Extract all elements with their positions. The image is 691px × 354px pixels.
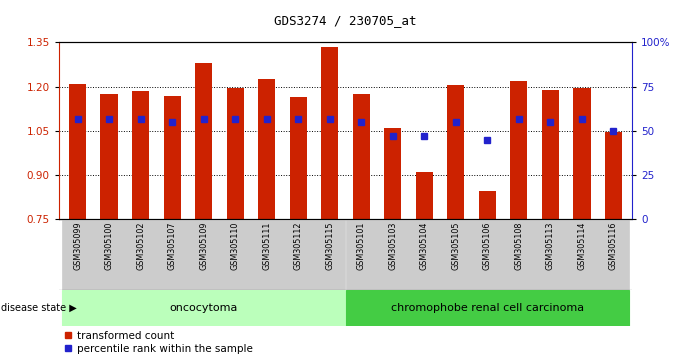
Bar <box>314 219 346 290</box>
Text: GSM305111: GSM305111 <box>262 222 272 270</box>
Bar <box>69 84 86 219</box>
Text: GDS3274 / 230705_at: GDS3274 / 230705_at <box>274 14 417 27</box>
Text: GSM305101: GSM305101 <box>357 222 366 270</box>
Bar <box>100 94 118 219</box>
Bar <box>290 97 307 219</box>
Bar <box>62 219 93 290</box>
Text: GSM305114: GSM305114 <box>578 222 587 270</box>
Bar <box>479 192 496 219</box>
Bar <box>384 128 401 219</box>
Bar <box>195 63 212 219</box>
Bar <box>62 290 346 326</box>
Bar <box>503 219 535 290</box>
Bar <box>346 290 629 326</box>
Bar <box>251 219 283 290</box>
Text: oncocytoma: oncocytoma <box>169 303 238 313</box>
Legend: transformed count, percentile rank within the sample: transformed count, percentile rank withi… <box>64 331 254 354</box>
Bar <box>346 219 377 290</box>
Text: GSM305110: GSM305110 <box>231 222 240 270</box>
Bar <box>352 94 370 219</box>
Text: GSM305099: GSM305099 <box>73 222 82 270</box>
Bar <box>132 91 149 219</box>
Text: GSM305100: GSM305100 <box>104 222 113 270</box>
Bar <box>125 219 156 290</box>
Bar <box>220 219 251 290</box>
Text: GSM305115: GSM305115 <box>325 222 334 270</box>
Text: GSM305107: GSM305107 <box>168 222 177 270</box>
Bar <box>377 219 408 290</box>
Bar <box>440 219 471 290</box>
Text: chromophobe renal cell carcinoma: chromophobe renal cell carcinoma <box>390 303 584 313</box>
Text: GSM305116: GSM305116 <box>609 222 618 270</box>
Bar <box>283 219 314 290</box>
Bar <box>188 219 220 290</box>
Bar <box>471 219 503 290</box>
Bar <box>156 219 188 290</box>
Text: GSM305103: GSM305103 <box>388 222 397 270</box>
Bar <box>535 219 566 290</box>
Text: GSM305112: GSM305112 <box>294 222 303 270</box>
Bar <box>447 85 464 219</box>
Bar <box>510 81 527 219</box>
Bar <box>321 47 339 219</box>
Bar <box>605 132 622 219</box>
Text: disease state ▶: disease state ▶ <box>1 303 77 313</box>
Bar <box>408 219 440 290</box>
Bar <box>598 219 629 290</box>
Bar <box>566 219 598 290</box>
Bar <box>164 96 181 219</box>
Text: GSM305109: GSM305109 <box>199 222 208 270</box>
Text: GSM305102: GSM305102 <box>136 222 145 270</box>
Text: GSM305113: GSM305113 <box>546 222 555 270</box>
Bar <box>227 88 244 219</box>
Text: GSM305108: GSM305108 <box>514 222 523 270</box>
Bar <box>542 90 559 219</box>
Bar <box>258 79 276 219</box>
Text: GSM305106: GSM305106 <box>483 222 492 270</box>
Text: GSM305104: GSM305104 <box>419 222 429 270</box>
Text: GSM305105: GSM305105 <box>451 222 460 270</box>
Bar <box>93 219 125 290</box>
Bar <box>573 88 591 219</box>
Bar <box>415 172 433 219</box>
